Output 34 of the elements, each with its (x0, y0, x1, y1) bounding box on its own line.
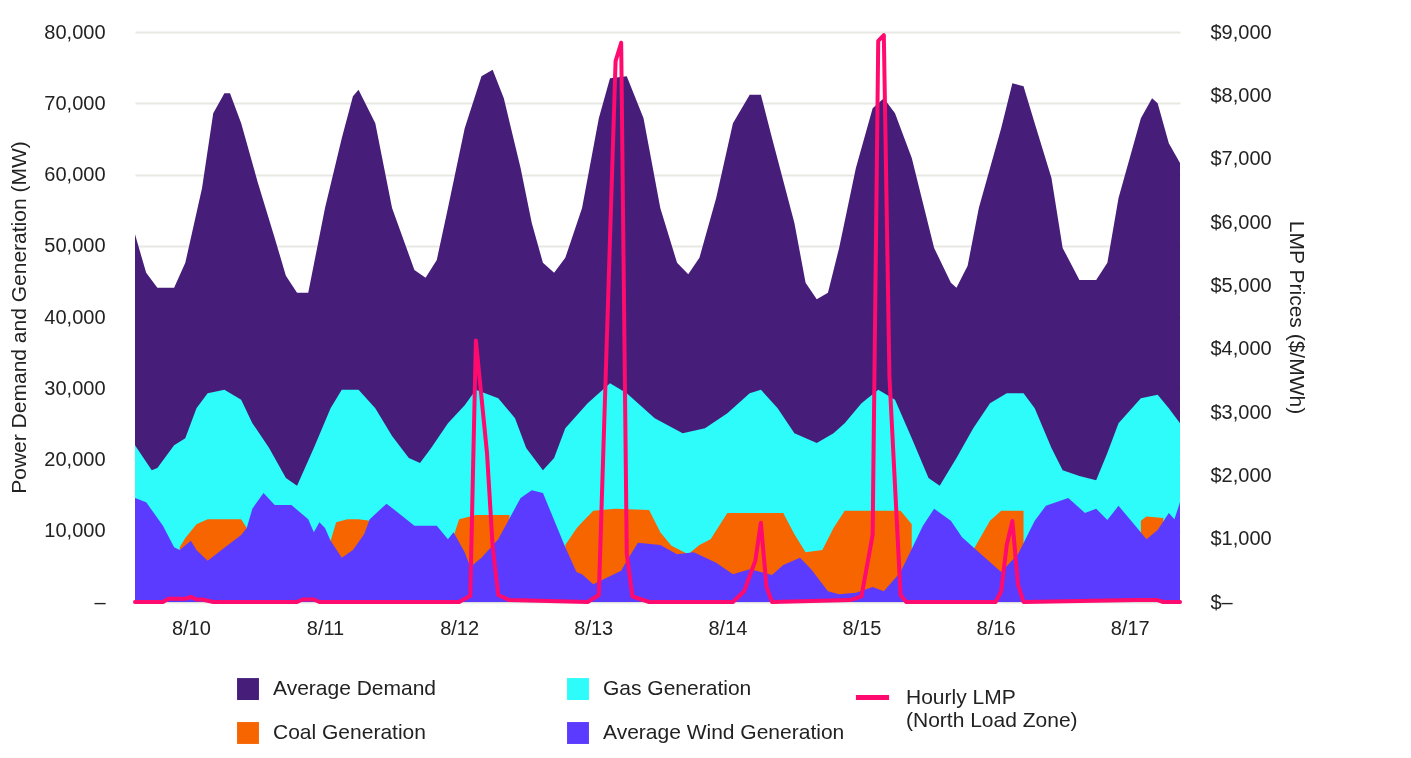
y2-tick-label: $– (1210, 590, 1234, 613)
x-tick-label: 8/10 (171, 616, 211, 639)
x-tick-label: 8/11 (306, 616, 345, 639)
y-axis-title: Power Demand and Generation (MW) (7, 141, 31, 494)
y2-tick-label: $9,000 (1210, 20, 1272, 43)
y2-tick-label: $8,000 (1210, 83, 1272, 106)
y-tick-label: – (94, 590, 107, 613)
x-tick-label: 8/14 (708, 616, 748, 639)
y-tick-label: 70,000 (44, 91, 106, 114)
x-tick-label: 8/17 (1110, 616, 1150, 639)
y2-tick-label: $5,000 (1210, 273, 1272, 296)
y-tick-label: 80,000 (44, 20, 106, 43)
legend-label: Coal Generation (273, 720, 426, 743)
y-tick-label: 10,000 (44, 519, 106, 542)
y2-tick-label: $6,000 (1210, 210, 1272, 233)
x-tick-label: 8/16 (976, 616, 1016, 639)
legend-label: Gas Generation (603, 676, 752, 700)
y2-tick-label: $1,000 (1210, 527, 1272, 550)
x-tick-label: 8/13 (574, 616, 614, 639)
y2-axis-title: LMP Prices ($/MWh) (1285, 220, 1309, 415)
y2-tick-label: $7,000 (1210, 147, 1272, 170)
legend-label: Average Wind Generation (603, 720, 845, 743)
y2-tick-label: $3,000 (1210, 400, 1272, 423)
y-tick-label: 30,000 (44, 376, 106, 399)
y2-tick-label: $4,000 (1210, 337, 1272, 360)
y-tick-label: 40,000 (44, 305, 106, 328)
legend-label: Hourly LMP (North Load Zone) (906, 684, 1078, 731)
y-tick-label: 50,000 (44, 234, 106, 257)
legend-label: Average Demand (273, 676, 437, 700)
y2-tick-label: $2,000 (1210, 463, 1272, 486)
x-tick-label: 8/12 (440, 616, 480, 639)
y-tick-label: 60,000 (44, 163, 106, 185)
x-tick-label: 8/15 (842, 616, 882, 639)
y-tick-label: 20,000 (44, 448, 106, 470)
